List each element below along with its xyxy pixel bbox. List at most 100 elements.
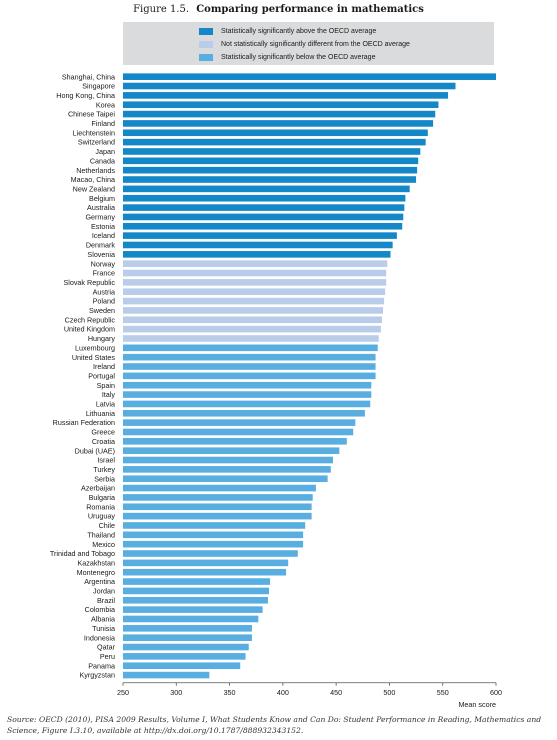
x-tick-label: 550	[437, 688, 449, 697]
category-label: Jordan	[93, 587, 115, 596]
category-label: Hong Kong, China	[56, 91, 115, 100]
bar-peru	[123, 653, 246, 660]
figure-title-text: Comparing performance in mathematics	[196, 4, 424, 15]
category-label: Finland	[91, 119, 115, 128]
category-label: Panama	[88, 661, 115, 670]
bar-luxembourg	[123, 344, 378, 352]
category-label: Indonesia	[84, 633, 115, 642]
bar-uruguay	[123, 512, 312, 520]
bar-new-zealand	[123, 185, 410, 193]
figure-title: Figure 1.5. Comparing performance in mat…	[0, 4, 557, 15]
bar-indonesia	[123, 634, 252, 641]
category-label: Portugal	[88, 371, 115, 380]
category-label: Albania	[91, 615, 115, 624]
x-tick-label: 400	[277, 688, 289, 697]
category-label: Romania	[86, 502, 115, 511]
bar-denmark	[123, 241, 393, 249]
category-label: France	[93, 269, 115, 278]
category-label: Russian Federation	[53, 418, 115, 427]
x-tick-label: 300	[170, 688, 182, 697]
bar-netherlands	[123, 166, 418, 174]
category-label: Peru	[100, 652, 115, 661]
category-label: Uruguay	[88, 512, 116, 521]
category-label: Mexico	[92, 540, 115, 549]
category-label: Singapore	[82, 82, 115, 91]
bar-united-states	[123, 353, 376, 361]
category-label: Azerbaijan	[81, 484, 115, 493]
category-label: Slovak Republic	[63, 278, 115, 287]
bar-ireland	[123, 363, 376, 370]
bar-czech-republic	[123, 316, 382, 324]
bar-chile	[123, 522, 306, 529]
bar-korea	[123, 101, 439, 109]
bar-spain	[123, 381, 372, 389]
bar-dubai-uae	[123, 447, 340, 454]
category-label: Chile	[99, 521, 115, 530]
bar-argentina	[123, 578, 271, 585]
bar-shanghai-china	[123, 73, 496, 80]
chart-bars	[123, 73, 496, 679]
category-label: Switzerland	[78, 138, 115, 147]
bar-australia	[123, 204, 405, 211]
legend-swatch-not-different	[199, 41, 213, 48]
chart-x-axis: 250 300 350 400 450 500 550 600 Mean score	[117, 682, 502, 709]
bar-bulgaria	[123, 494, 313, 501]
x-tick-label: 600	[490, 688, 502, 697]
category-label: Brazil	[97, 596, 115, 605]
category-label: Sweden	[89, 306, 115, 315]
bar-liechtenstein	[123, 129, 428, 137]
category-label: Netherlands	[76, 166, 115, 175]
bar-singapore	[123, 82, 456, 90]
category-label: Chinese Taipei	[68, 110, 115, 119]
bar-finland	[123, 120, 434, 127]
category-label: Canada	[90, 156, 115, 165]
category-label: Kyrgyzstan	[79, 671, 115, 680]
category-label: New Zealand	[73, 184, 115, 193]
category-label: Czech Republic	[65, 315, 116, 324]
bar-macao-china	[123, 176, 417, 183]
bar-iceland	[123, 232, 397, 239]
category-label: Ireland	[93, 362, 115, 371]
bar-trinidad-and-tobago	[123, 550, 298, 557]
category-label: Austria	[93, 287, 115, 296]
category-label: Serbia	[94, 474, 115, 483]
category-label: Estonia	[91, 222, 115, 231]
bar-canada	[123, 157, 419, 165]
bar-sweden	[123, 307, 384, 314]
category-label: Australia	[87, 203, 115, 212]
bar-slovenia	[123, 251, 391, 258]
bar-romania	[123, 503, 312, 511]
bar-jordan	[123, 587, 269, 595]
x-tick-label: 250	[117, 688, 129, 697]
category-label: Hungary	[88, 334, 116, 343]
chart-legend: Statistically significantly above the OE…	[123, 22, 494, 65]
bar-greece	[123, 428, 354, 436]
category-label: Israel	[97, 456, 115, 465]
category-label: Korea	[96, 100, 115, 109]
category-label: Greece	[91, 428, 115, 437]
category-label: Norway	[91, 259, 116, 268]
x-tick-label: 450	[330, 688, 342, 697]
category-label: Kazakhstan	[77, 558, 115, 567]
category-label: Belgium	[89, 194, 115, 203]
category-label: Luxembourg	[75, 343, 115, 352]
bar-tunisia	[123, 625, 252, 632]
bar-belgium	[123, 194, 406, 202]
category-label: Shanghai, China	[62, 72, 115, 81]
category-label: Thailand	[87, 530, 115, 539]
bar-kyrgyzstan	[123, 671, 210, 679]
bar-thailand	[123, 531, 304, 539]
legend-label-not-different: Not statistically significantly differen…	[221, 41, 410, 48]
legend-swatch-above	[199, 28, 213, 35]
bar-hungary	[123, 335, 379, 342]
category-label: Latvia	[96, 400, 115, 409]
bar-qatar	[123, 643, 249, 651]
source-note: Source: OECD (2010), PISA 2009 Results, …	[7, 715, 542, 735]
bar-panama	[123, 662, 241, 670]
legend-item-above: Statistically significantly above the OE…	[199, 27, 376, 37]
category-label: Argentina	[84, 577, 115, 586]
bar-serbia	[123, 475, 328, 483]
category-label: Tunisia	[92, 624, 115, 633]
